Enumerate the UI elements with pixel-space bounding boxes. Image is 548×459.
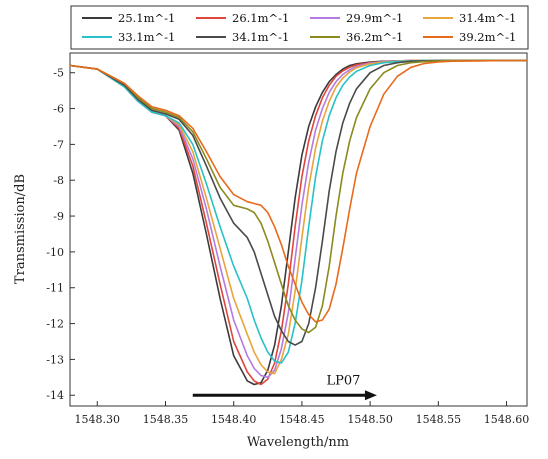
series-line-7 [69, 59, 527, 323]
plot-area-frame [69, 52, 528, 407]
y-tick-label: -9 [53, 210, 64, 223]
legend-label: 31.4m^-1 [459, 11, 516, 25]
y-tick-label: -10 [46, 246, 64, 259]
series-line-2 [69, 59, 527, 379]
x-tick-label: 1548.60 [484, 413, 530, 426]
x-axis: 1548.30 1548.35 1548.40 1548.45 1548.50 1548.… [75, 401, 530, 426]
y-tick-label: -7 [53, 138, 64, 151]
y-tick-label: -11 [46, 282, 64, 295]
x-tick-label: 1548.35 [143, 413, 189, 426]
x-tick-label: 1548.50 [347, 413, 393, 426]
legend-label: 39.2m^-1 [459, 30, 516, 44]
x-tick-label: 1548.30 [75, 413, 121, 426]
y-tick-label: -13 [46, 353, 64, 366]
y-tick-label: -12 [46, 318, 64, 331]
x-tick-label: 1548.55 [416, 413, 462, 426]
series-lines [69, 59, 527, 386]
y-tick-label: -6 [53, 103, 64, 116]
lp07-arrow-head [364, 390, 377, 401]
y-axis-title: Transmission/dB [13, 174, 28, 284]
y-tick-label: -5 [53, 67, 64, 80]
x-tick-label: 1548.40 [211, 413, 257, 426]
series-line-5 [69, 59, 527, 346]
legend-label: 34.1m^-1 [232, 30, 289, 44]
series-line-6 [69, 59, 527, 334]
legend-box [70, 5, 529, 50]
series-line-4 [69, 59, 527, 364]
legend: 25.1m^-1 26.1m^-1 29.9m^-1 31.4m^-1 33.1m^-1… [82, 11, 516, 44]
x-axis-title: Wavelength/nm [247, 435, 349, 450]
x-tick-label: 1548.45 [279, 413, 325, 426]
series-line-3 [69, 59, 527, 375]
y-tick-label: -8 [53, 174, 64, 187]
legend-label: 29.9m^-1 [346, 11, 403, 25]
legend-label: 25.1m^-1 [118, 11, 175, 25]
lp07-annotation: LP07 [192, 373, 377, 401]
series-line-0 [69, 59, 527, 386]
legend-label: 26.1m^-1 [232, 11, 289, 25]
series-line-1 [69, 59, 527, 386]
y-axis: -5 -6 -7 -8 -9 -10 -11 -12 -13 -14 [46, 67, 75, 402]
legend-label: 33.1m^-1 [118, 30, 175, 44]
y-tick-label: -14 [46, 389, 64, 402]
legend-label: 36.2m^-1 [346, 30, 403, 44]
lp07-label: LP07 [326, 373, 360, 388]
